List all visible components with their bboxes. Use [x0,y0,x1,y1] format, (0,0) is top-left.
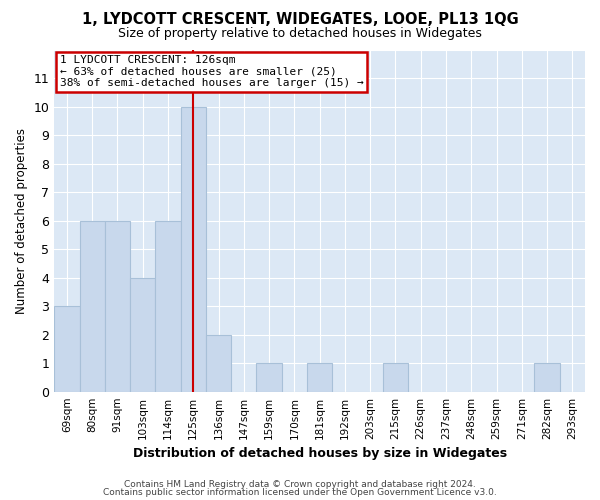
Text: 1, LYDCOTT CRESCENT, WIDEGATES, LOOE, PL13 1QG: 1, LYDCOTT CRESCENT, WIDEGATES, LOOE, PL… [82,12,518,28]
Bar [130,278,155,392]
Y-axis label: Number of detached properties: Number of detached properties [15,128,28,314]
Bar [206,334,231,392]
X-axis label: Distribution of detached houses by size in Widegates: Distribution of detached houses by size … [133,447,507,460]
Bar [181,107,206,392]
Text: Contains HM Land Registry data © Crown copyright and database right 2024.: Contains HM Land Registry data © Crown c… [124,480,476,489]
Bar [307,363,332,392]
Text: Size of property relative to detached houses in Widegates: Size of property relative to detached ho… [118,28,482,40]
Bar [54,306,80,392]
Bar [105,221,130,392]
Bar [535,363,560,392]
Bar [256,363,282,392]
Bar [80,221,105,392]
Text: Contains public sector information licensed under the Open Government Licence v3: Contains public sector information licen… [103,488,497,497]
Text: 1 LYDCOTT CRESCENT: 126sqm
← 63% of detached houses are smaller (25)
38% of semi: 1 LYDCOTT CRESCENT: 126sqm ← 63% of deta… [59,55,364,88]
Bar [155,221,181,392]
Bar [383,363,408,392]
